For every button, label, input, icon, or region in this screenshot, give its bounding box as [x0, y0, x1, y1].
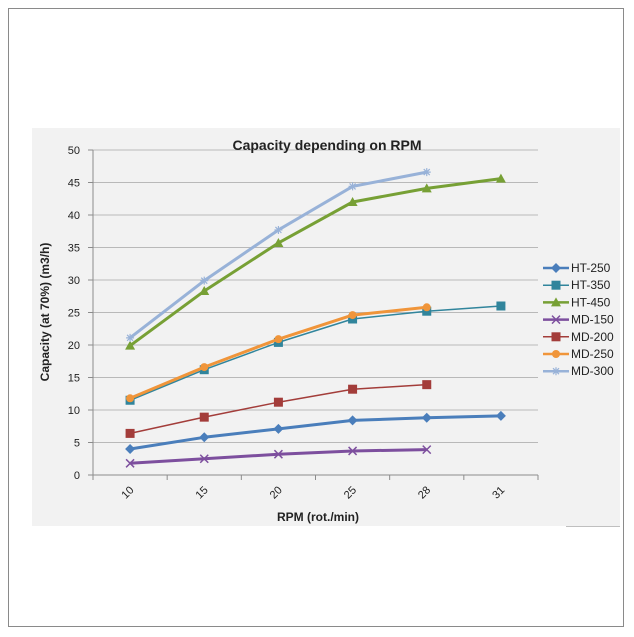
y-tick-label: 10	[68, 405, 80, 417]
x-tick-label: 10	[119, 484, 136, 501]
x-tick-label: 20	[268, 484, 285, 501]
data-point	[199, 286, 210, 296]
data-point	[422, 445, 432, 455]
data-point	[125, 428, 135, 438]
legend-item: MD-150	[543, 313, 614, 327]
legend-label: MD-300	[571, 364, 614, 378]
data-point	[273, 237, 284, 247]
y-tick-label: 0	[74, 470, 80, 482]
data-point	[125, 458, 135, 468]
series-md-150	[125, 445, 432, 468]
data-point	[422, 380, 432, 390]
series-ht-250	[125, 410, 506, 454]
series-line	[129, 305, 501, 401]
legend: HT-250 HT-350 HT-450 MD-150 MD-200 MD-250 MD-3…	[543, 261, 614, 378]
y-tick-label: 40	[68, 210, 80, 222]
data-point	[199, 454, 209, 464]
legend-label: HT-350	[571, 278, 611, 292]
data-point	[273, 397, 283, 407]
y-tick-label: 5	[74, 438, 80, 450]
legend-marker	[551, 263, 561, 273]
data-point	[422, 303, 431, 312]
series-md-250	[126, 303, 431, 403]
data-point	[126, 394, 135, 403]
data-point	[495, 410, 506, 421]
legend-marker	[551, 280, 561, 290]
legend-label: MD-200	[571, 330, 614, 344]
y-tick-label: 45	[68, 178, 80, 190]
y-tick-label: 15	[68, 373, 80, 385]
data-point	[274, 335, 283, 344]
data-point	[125, 340, 136, 350]
y-axis-label: Capacity (at 70%) (m3/h)	[38, 243, 52, 382]
data-point	[421, 183, 432, 193]
y-tick-label: 30	[68, 275, 80, 287]
x-tick-label: 15	[194, 484, 211, 501]
legend-marker	[551, 315, 561, 325]
data-point	[495, 173, 506, 183]
data-point	[273, 449, 283, 459]
legend-item: MD-300	[543, 364, 614, 378]
series-group	[125, 168, 506, 468]
legend-label: MD-250	[571, 347, 614, 361]
legend-label: HT-250	[571, 261, 611, 275]
y-tick-label: 50	[68, 145, 80, 157]
data-point	[496, 301, 506, 311]
legend-label: HT-450	[571, 295, 611, 309]
series-line	[129, 448, 427, 465]
legend-marker	[552, 367, 560, 376]
data-point	[347, 415, 358, 426]
y-tick-label: 25	[68, 308, 80, 320]
data-point	[199, 432, 210, 443]
y-tick-label: 35	[68, 243, 80, 255]
series-ht-350	[125, 301, 506, 405]
x-axis-ticks: 10 15 20 25 28 31	[119, 484, 507, 501]
series-line	[129, 414, 501, 451]
data-point	[200, 363, 209, 372]
x-tick-label: 28	[416, 484, 433, 501]
y-tick-label: 20	[68, 340, 80, 352]
data-point	[348, 311, 357, 320]
x-axis-label: RPM (rot./min)	[277, 510, 359, 524]
data-point	[199, 412, 209, 422]
data-point	[348, 384, 358, 394]
legend-marker	[552, 350, 560, 358]
data-point	[200, 276, 209, 285]
data-point	[348, 446, 358, 456]
series-line	[129, 305, 427, 400]
data-point	[347, 197, 358, 206]
x-tick-label: 31	[490, 484, 507, 501]
legend-item: HT-250	[543, 261, 611, 275]
chart-title: Capacity depending on RPM	[232, 137, 421, 153]
data-point	[421, 412, 432, 423]
series-md-300	[126, 168, 431, 342]
data-point	[126, 333, 135, 342]
data-point	[422, 168, 431, 177]
data-point	[273, 423, 284, 434]
y-axis-ticks: 0 5 10 15 20 25 30 35 40 45 50	[68, 145, 80, 482]
legend-marker	[551, 297, 561, 307]
chart-bottom-rule	[566, 526, 620, 527]
series-line	[129, 177, 502, 347]
legend-marker	[551, 332, 561, 342]
legend-item: HT-450	[543, 295, 611, 309]
legend-item: HT-350	[543, 278, 611, 292]
x-tick-label: 25	[342, 484, 359, 501]
series-md-200	[125, 380, 432, 438]
data-point	[274, 225, 283, 234]
gridlines	[88, 149, 539, 480]
legend-label: MD-150	[571, 313, 614, 327]
legend-item: MD-200	[543, 330, 614, 344]
data-point	[348, 182, 357, 191]
series-ht-450	[125, 173, 506, 350]
data-point	[125, 444, 136, 454]
legend-item: MD-250	[543, 347, 614, 361]
